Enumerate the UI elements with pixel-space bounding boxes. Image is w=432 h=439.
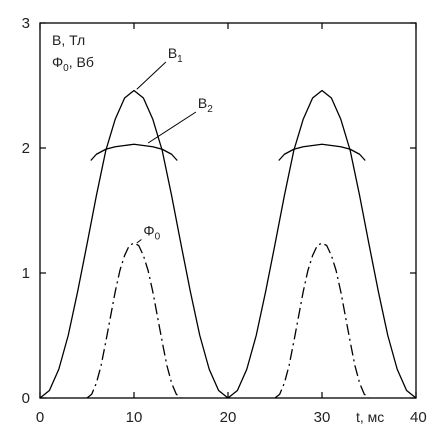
series-phi0-line-1 xyxy=(274,242,370,399)
y-axis-label-line2-rest: , Вб xyxy=(69,54,94,70)
axes: 0 10 20 30 40 0 1 2 3 xyxy=(22,15,427,426)
x-tick-label-40: 40 xyxy=(410,409,427,426)
y-axis-label-line2-sub: 0 xyxy=(63,63,69,74)
y-tick-label-1: 1 xyxy=(22,265,30,282)
series-b2-line-1 xyxy=(278,143,366,161)
series-layer xyxy=(39,89,417,399)
plot-frame xyxy=(39,22,417,399)
annotation-leader-2 xyxy=(136,239,142,244)
y-axis-label-line2: Φ0, Вб xyxy=(52,54,94,74)
series-b2-line-0 xyxy=(90,143,178,161)
x-tick-label-0: 0 xyxy=(36,409,44,426)
x-tick-label-10: 10 xyxy=(126,409,143,426)
annotation-b1: B1 xyxy=(168,45,183,65)
annotation-b2: B2 xyxy=(198,95,213,115)
series-phi0-line-0 xyxy=(86,242,182,399)
x-tick-label-20: 20 xyxy=(220,409,237,426)
x-axis-label: t, мс xyxy=(356,409,384,425)
y-tick-label-3: 3 xyxy=(22,15,30,32)
annotation-leader-1 xyxy=(147,111,197,144)
annotation-phi0: Φ0 xyxy=(143,223,160,243)
series-b1-line xyxy=(39,89,417,399)
x-tick-label-30: 30 xyxy=(314,409,331,426)
y-tick-label-0: 0 xyxy=(22,390,30,407)
y-tick-label-2: 2 xyxy=(22,140,30,157)
y-axis-label-line2-base: Φ xyxy=(52,54,63,70)
annotation-leader-0 xyxy=(136,61,167,90)
y-axis-label-line1: B, Тл xyxy=(52,32,85,48)
